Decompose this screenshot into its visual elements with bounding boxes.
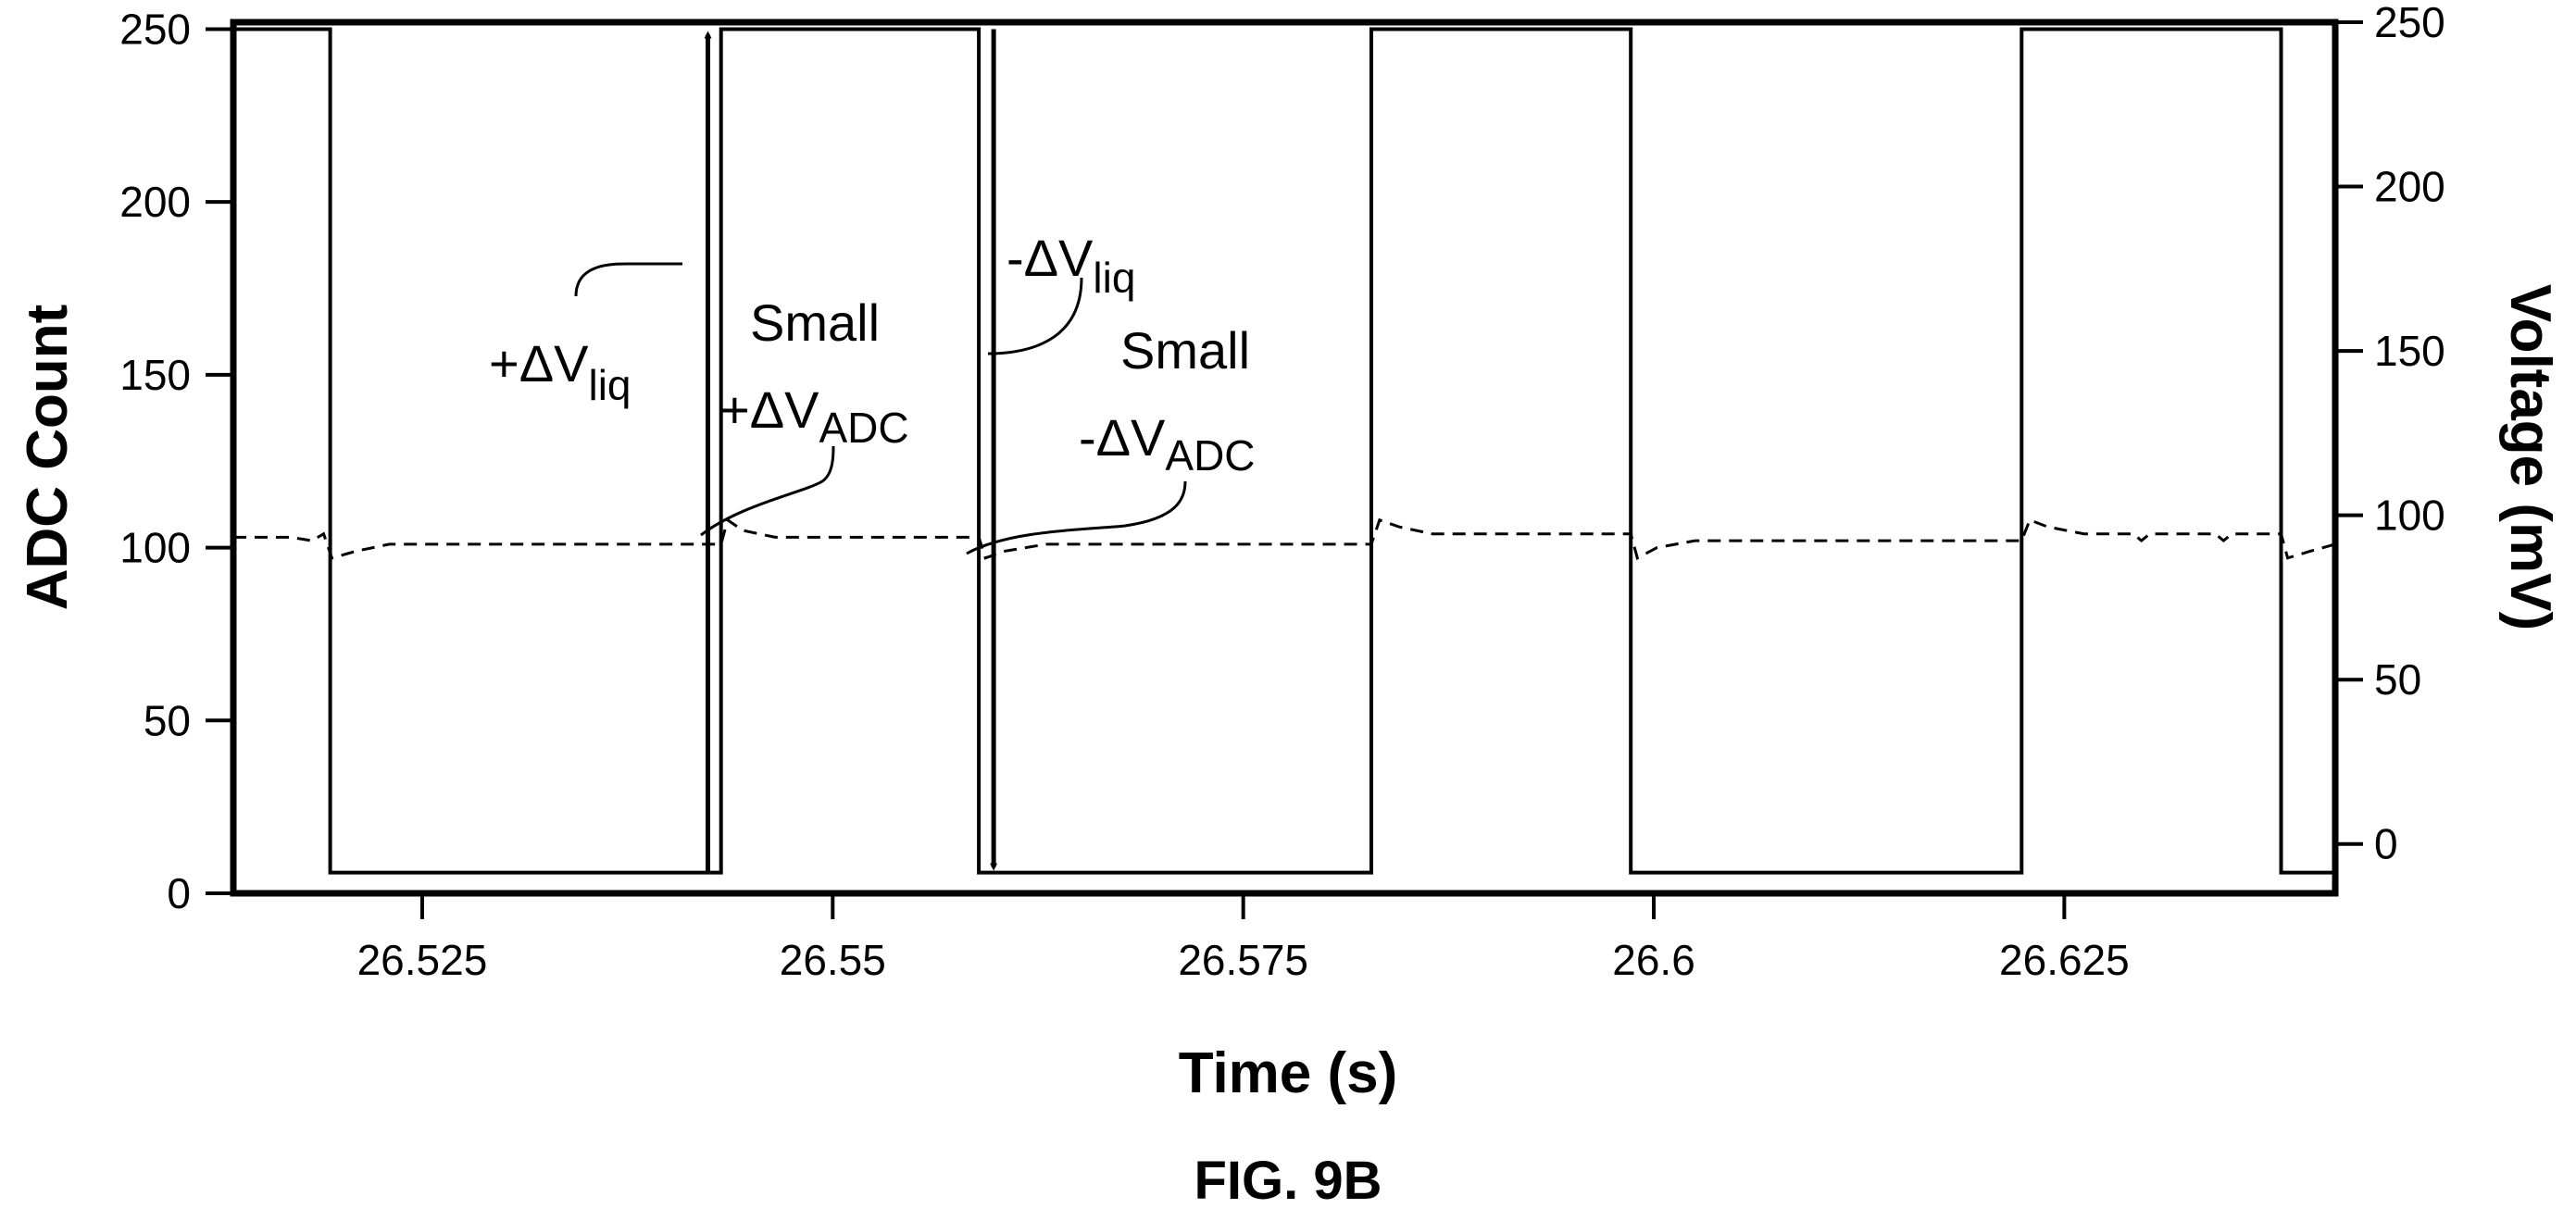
annotation-subscript: liq [1093, 254, 1135, 302]
x-axis-ticks: 26.525 26.55 26.575 26.6 26.625 [357, 893, 2130, 984]
annotation-small-plus-dv-adc-line2: +ΔVADC [719, 380, 909, 452]
annotation-subscript: liq [588, 361, 631, 409]
y-tick-label: 100 [119, 524, 191, 572]
y2-tick-label: 200 [2374, 163, 2445, 211]
leader-minus-dv-liq [987, 277, 1083, 355]
y-tick-label: 0 [167, 869, 191, 917]
x-tick-label: 26.55 [780, 936, 886, 984]
x-tick-label: 26.625 [1999, 936, 2130, 984]
plot-frame [230, 19, 2339, 897]
y-axis-ticks: 0 50 100 150 200 250 [119, 5, 233, 917]
annotation-prefix: -ΔV [1079, 408, 1166, 467]
annotation-small-minus-dv-adc-line1: Small [1120, 321, 1250, 380]
leader-small-minus-dv-adc [966, 480, 1187, 555]
y2-axis-title: Voltage (mV) [2498, 284, 2562, 630]
x-tick-label: 26.575 [1178, 936, 1308, 984]
annotation-subscript: ADC [1165, 431, 1255, 480]
x-tick-label: 26.6 [1612, 936, 1695, 984]
y2-tick-label: 250 [2374, 0, 2445, 46]
leader-small-plus-dv-adc [700, 445, 835, 537]
y2-tick-label: 50 [2374, 655, 2421, 704]
y-tick-label: 250 [119, 5, 191, 53]
y-tick-label: 50 [144, 696, 191, 744]
series-voltage-square-wave [233, 27, 2335, 875]
leader-plus-dv-liq [574, 262, 682, 297]
y-tick-label: 150 [119, 351, 191, 399]
figure-label: FIG. 9B [1194, 1151, 1382, 1211]
annotation-small-minus-dv-adc-line2: -ΔVADC [1079, 408, 1256, 480]
annotation-subscript: ADC [819, 404, 908, 452]
x-axis-title: Time (s) [1179, 1041, 1398, 1105]
y-tick-label: 200 [119, 178, 191, 226]
annotation-small-plus-dv-adc-line1: Small [750, 293, 880, 352]
series-layer [233, 27, 2336, 875]
series-adc-dashed [233, 517, 2336, 560]
y2-tick-label: 100 [2374, 492, 2445, 540]
x-tick-label: 26.525 [357, 936, 488, 984]
y2-tick-label: 0 [2374, 820, 2398, 868]
annotation-prefix: -ΔV [1007, 229, 1094, 287]
annotation-prefix: +ΔV [489, 334, 589, 392]
annotation-prefix: +ΔV [719, 380, 819, 439]
y2-axis-ticks: 0 50 100 150 200 250 [2335, 0, 2445, 868]
y2-tick-label: 150 [2374, 327, 2445, 375]
annotation-plus-dv-liq: +ΔVliq [489, 334, 631, 409]
y-axis-title: ADC Count [16, 305, 80, 611]
annotation-minus-dv-liq: -ΔVliq [1007, 229, 1135, 302]
